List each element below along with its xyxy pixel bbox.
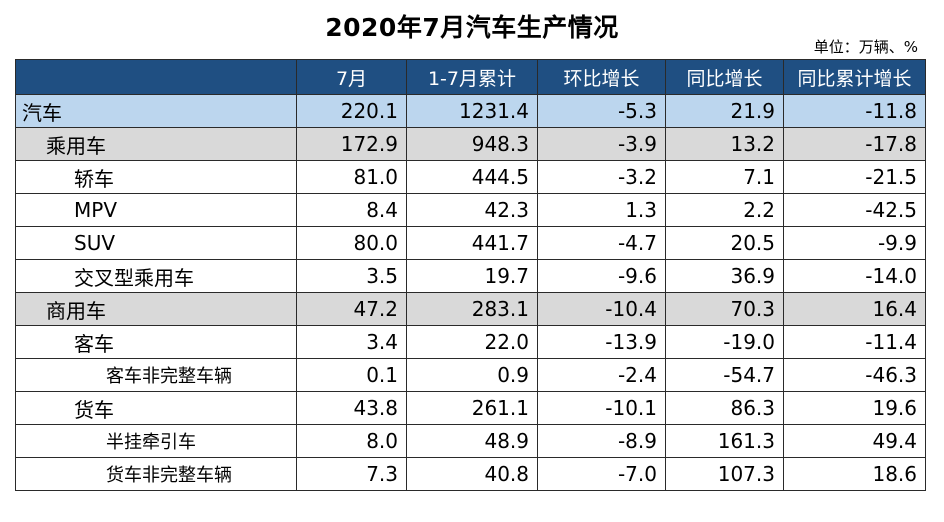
cumulative-value: 0.9 <box>406 358 538 392</box>
table-row: 汽车 220.1 1231.4 -5.3 21.9 -11.8 <box>15 94 926 128</box>
yoy-cumulative-growth-value: -21.5 <box>783 160 926 194</box>
month-value: 47.2 <box>296 292 407 326</box>
row-label: 客车非完整车辆 <box>15 358 297 392</box>
table-row: 轿车 81.0 444.5 -3.2 7.1 -21.5 <box>15 160 926 194</box>
row-label: 货车 <box>15 391 297 425</box>
month-value: 7.3 <box>296 457 407 491</box>
yoy-growth-value: -54.7 <box>665 358 784 392</box>
table-row: 交叉型乘用车 3.5 19.7 -9.6 36.9 -14.0 <box>15 259 926 293</box>
yoy-cumulative-growth-value: -11.4 <box>783 325 926 359</box>
mom-growth-value: -9.6 <box>537 259 666 293</box>
yoy-growth-value: 20.5 <box>665 226 784 260</box>
cumulative-value: 441.7 <box>406 226 538 260</box>
cumulative-value: 48.9 <box>406 424 538 458</box>
row-label: 商用车 <box>15 292 297 326</box>
yoy-cumulative-growth-value: -11.8 <box>783 94 926 128</box>
month-value: 80.0 <box>296 226 407 260</box>
row-label: SUV <box>15 226 297 260</box>
table-body: 汽车 220.1 1231.4 -5.3 21.9 -11.8 乘用车 172.9 948.3-… <box>15 94 926 491</box>
yoy-cumulative-growth-value: 49.4 <box>783 424 926 458</box>
cumulative-value: 283.1 <box>406 292 538 326</box>
month-value: 8.0 <box>296 424 407 458</box>
yoy-cumulative-growth-value: -46.3 <box>783 358 926 392</box>
table-row: 货车非完整车辆 7.3 40.8 -7.0 107.3 18.6 <box>15 457 926 491</box>
cumulative-value: 40.8 <box>406 457 538 491</box>
yoy-growth-value: 21.9 <box>665 94 784 128</box>
cumulative-value: 261.1 <box>406 391 538 425</box>
header-mom-growth: 环比增长 <box>537 59 666 95</box>
yoy-cumulative-growth-value: 19.6 <box>783 391 926 425</box>
table-row: MPV 8.4 42.3 1.3 2.2 -42.5 <box>15 193 926 227</box>
cumulative-value: 444.5 <box>406 160 538 194</box>
yoy-cumulative-growth-value: -14.0 <box>783 259 926 293</box>
table-title: 2020年7月汽车生产情况 <box>325 13 619 42</box>
table-row: 半挂牵引车 8.0 48.9 -8.9 161.3 49.4 <box>15 424 926 458</box>
row-label: 轿车 <box>15 160 297 194</box>
table-row: 乘用车 172.9 948.3 -3.9 13.2 -17.8 <box>15 127 926 161</box>
yoy-growth-value: 7.1 <box>665 160 784 194</box>
unit-label: 单位：万辆、% <box>813 38 918 56</box>
cumulative-value: 19.7 <box>406 259 538 293</box>
yoy-growth-value: -19.0 <box>665 325 784 359</box>
yoy-growth-value: 70.3 <box>665 292 784 326</box>
production-table: 7月 1-7月累计 环比增长 同比增长 同比累计增长 汽车 220.1 1231.4… <box>15 59 926 491</box>
mom-growth-value: -8.9 <box>537 424 666 458</box>
mom-growth-value: -5.3 <box>537 94 666 128</box>
mom-growth-value: -13.9 <box>537 325 666 359</box>
mom-growth-value: -10.4 <box>537 292 666 326</box>
month-value: 172.9 <box>296 127 407 161</box>
yoy-growth-value: 13.2 <box>665 127 784 161</box>
row-label: 汽车 <box>15 94 297 128</box>
yoy-growth-value: 2.2 <box>665 193 784 227</box>
table-row: 客车 3.4 22.0 -13.9 -19.0 -11.4 <box>15 325 926 359</box>
cumulative-value: 1231.4 <box>406 94 538 128</box>
yoy-growth-value: 161.3 <box>665 424 784 458</box>
yoy-cumulative-growth-value: -42.5 <box>783 193 926 227</box>
row-label: 交叉型乘用车 <box>15 259 297 293</box>
month-value: 220.1 <box>296 94 407 128</box>
mom-growth-value: -3.2 <box>537 160 666 194</box>
table-row: 客车非完整车辆 0.1 0.9 -2.4 -54.7 -46.3 <box>15 358 926 392</box>
row-label: MPV <box>15 193 297 227</box>
table-row: 货车 43.8 261.1 -10.1 86.3 19.6 <box>15 391 926 425</box>
yoy-growth-value: 36.9 <box>665 259 784 293</box>
mom-growth-value: -2.4 <box>537 358 666 392</box>
header-row: 7月 1-7月累计 环比增长 同比增长 同比累计增长 <box>15 59 926 95</box>
header-category <box>15 59 297 95</box>
month-value: 3.5 <box>296 259 407 293</box>
mom-growth-value: 1.3 <box>537 193 666 227</box>
yoy-cumulative-growth-value: 16.4 <box>783 292 926 326</box>
cumulative-value: 948.3 <box>406 127 538 161</box>
mom-growth-value: -3.9 <box>537 127 666 161</box>
header-cumulative: 1-7月累计 <box>406 59 538 95</box>
header-yoy-growth: 同比增长 <box>665 59 784 95</box>
table-row: 商用车 47.2 283.1 -10.4 70.3 16.4 <box>15 292 926 326</box>
row-label: 乘用车 <box>15 127 297 161</box>
yoy-growth-value: 86.3 <box>665 391 784 425</box>
yoy-growth-value: 107.3 <box>665 457 784 491</box>
row-label: 半挂牵引车 <box>15 424 297 458</box>
yoy-cumulative-growth-value: -9.9 <box>783 226 926 260</box>
month-value: 3.4 <box>296 325 407 359</box>
yoy-cumulative-growth-value: 18.6 <box>783 457 926 491</box>
table-row: SUV 80.0 441.7 -4.7 20.5 -9.9 <box>15 226 926 260</box>
month-value: 81.0 <box>296 160 407 194</box>
row-label: 货车非完整车辆 <box>15 457 297 491</box>
mom-growth-value: -7.0 <box>537 457 666 491</box>
header-yoy-cumulative-growth: 同比累计增长 <box>783 59 926 95</box>
mom-growth-value: -4.7 <box>537 226 666 260</box>
cumulative-value: 42.3 <box>406 193 538 227</box>
row-label: 客车 <box>15 325 297 359</box>
month-value: 8.4 <box>296 193 407 227</box>
yoy-cumulative-growth-value: -17.8 <box>783 127 926 161</box>
cumulative-value: 22.0 <box>406 325 538 359</box>
month-value: 0.1 <box>296 358 407 392</box>
mom-growth-value: -10.1 <box>537 391 666 425</box>
month-value: 43.8 <box>296 391 407 425</box>
header-month: 7月 <box>296 59 407 95</box>
